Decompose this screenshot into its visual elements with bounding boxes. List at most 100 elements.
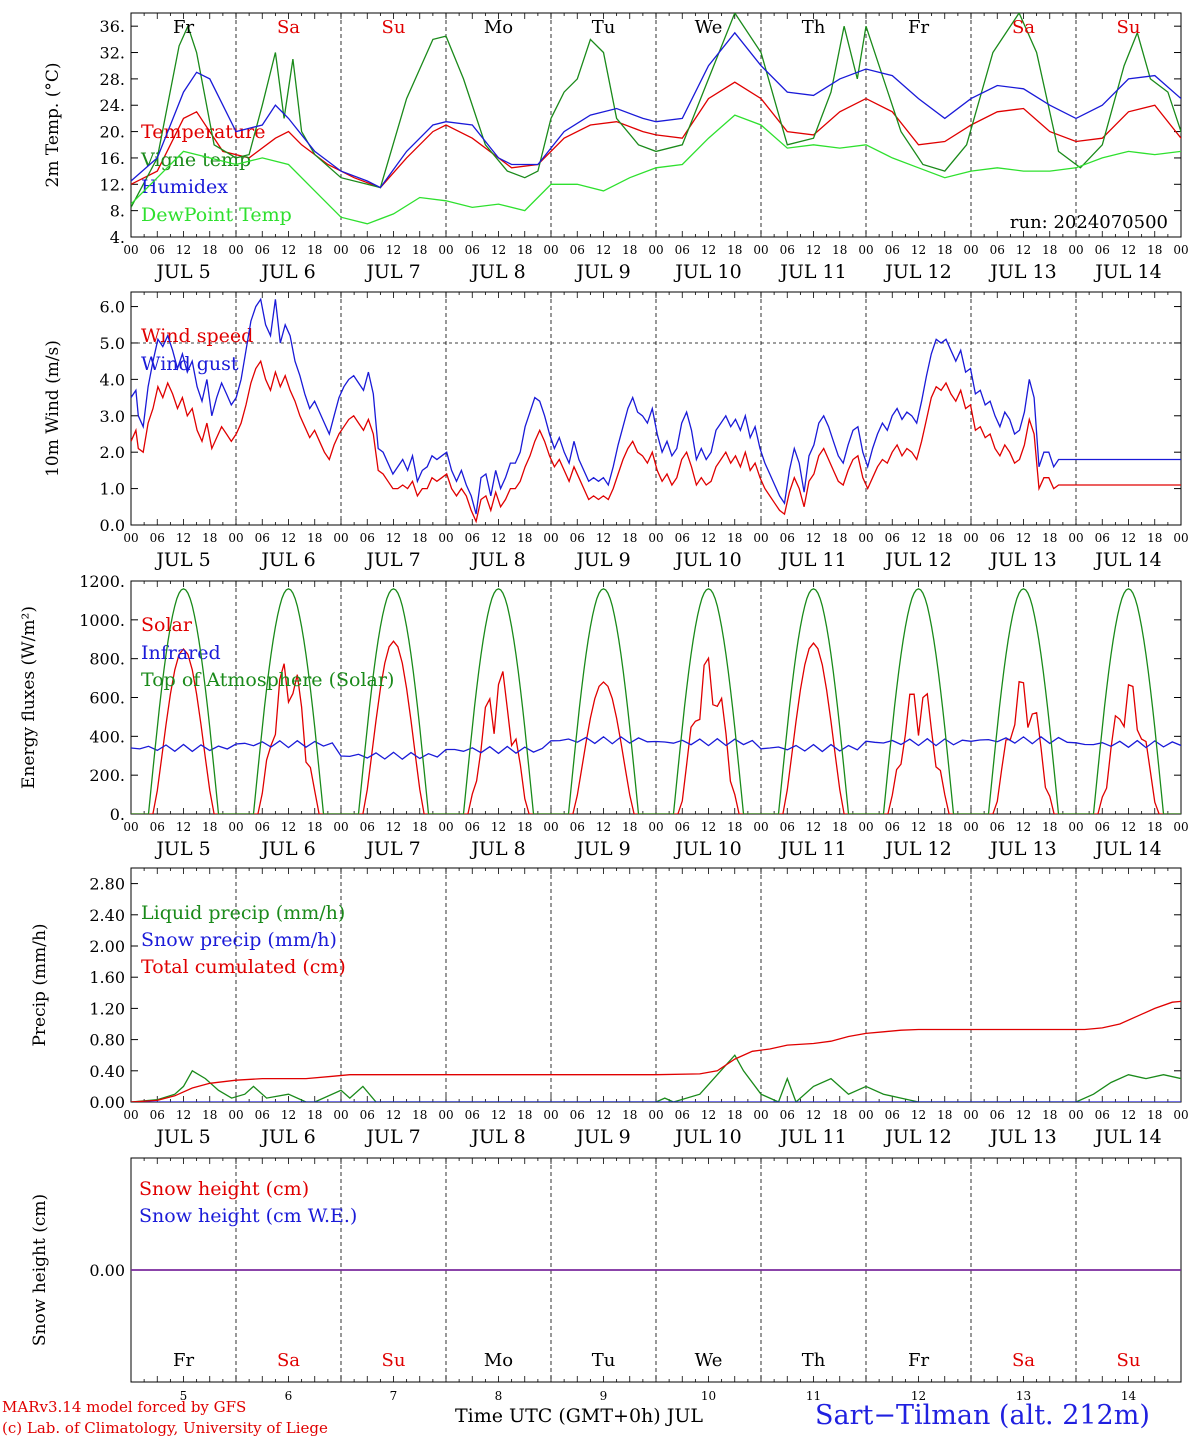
snow-day-number: 5 xyxy=(180,1389,188,1403)
energy-hour-label: 12 xyxy=(281,820,296,834)
temp-hour-label: 12 xyxy=(176,243,191,257)
temp-hour-label: 00 xyxy=(228,243,243,257)
energy-y-tick-label: 600. xyxy=(89,689,125,708)
wind-hour-label: 00 xyxy=(753,531,768,545)
energy-hour-label: 12 xyxy=(701,820,716,834)
precip-hour-label: 00 xyxy=(1173,1108,1188,1122)
temp-hour-label: 18 xyxy=(832,243,847,257)
wind-hour-label: 12 xyxy=(806,531,821,545)
precip-y-tick-label: 1.20 xyxy=(89,999,125,1018)
wind-hour-label: 00 xyxy=(123,531,138,545)
energy-hour-label: 00 xyxy=(228,820,243,834)
wind-hour-label: 06 xyxy=(990,531,1005,545)
precip-day-label: JUL 12 xyxy=(883,1126,951,1148)
precip-hour-label: 12 xyxy=(491,1108,506,1122)
energy-legend-entry: Top of Atmosphere (Solar) xyxy=(141,669,394,691)
wind-y-tick-label: 4.0 xyxy=(100,370,125,389)
wind-hour-label: 18 xyxy=(202,531,217,545)
energy-day-label: JUL 13 xyxy=(988,838,1056,860)
temp-day-label: JUL 6 xyxy=(259,261,315,283)
energy-hour-label: 06 xyxy=(990,820,1005,834)
wind-hour-label: 00 xyxy=(648,531,663,545)
energy-hour-label: 00 xyxy=(438,820,453,834)
snow-day-number: 8 xyxy=(495,1389,503,1403)
precip-hour-label: 12 xyxy=(911,1108,926,1122)
temp-hour-label: 00 xyxy=(438,243,453,257)
precip-y-tick-label: 2.00 xyxy=(89,937,125,956)
temp-hour-label: 00 xyxy=(333,243,348,257)
wind-hour-label: 06 xyxy=(675,531,690,545)
wind-hour-label: 18 xyxy=(1042,531,1057,545)
temp-hour-label: 06 xyxy=(675,243,690,257)
wind-hour-label: 12 xyxy=(911,531,926,545)
temp-weekday-label: Fr xyxy=(908,17,929,38)
precip-hour-label: 18 xyxy=(727,1108,742,1122)
precip-hour-label: 00 xyxy=(543,1108,558,1122)
wind-hour-label: 06 xyxy=(150,531,165,545)
temp-hour-label: 06 xyxy=(465,243,480,257)
energy-series-solar xyxy=(131,640,1181,814)
wind-y-axis-label: 10m Wind (m/s) xyxy=(43,340,63,477)
precip-hour-label: 18 xyxy=(412,1108,427,1122)
snow-day-number: 12 xyxy=(911,1389,926,1403)
wind-hour-label: 00 xyxy=(858,531,873,545)
wind-y-tick-label: 5.0 xyxy=(100,334,125,353)
precip-legend-entry: Liquid precip (mm/h) xyxy=(141,902,345,924)
precip-hour-label: 12 xyxy=(1016,1108,1031,1122)
precip-hour-label: 12 xyxy=(596,1108,611,1122)
precip-legend-entry: Total cumulated (cm) xyxy=(141,956,346,978)
temp-hour-label: 00 xyxy=(123,243,138,257)
energy-hour-label: 06 xyxy=(780,820,795,834)
temp-weekday-label: Mo xyxy=(484,17,513,38)
temp-hour-label: 06 xyxy=(885,243,900,257)
temp-hour-label: 18 xyxy=(1042,243,1057,257)
temp-hour-label: 06 xyxy=(1095,243,1110,257)
temp-hour-label: 18 xyxy=(1147,243,1162,257)
wind-hour-label: 06 xyxy=(360,531,375,545)
snow-y-axis-label: Snow height (cm) xyxy=(30,1194,50,1346)
wind-day-label: JUL 13 xyxy=(988,549,1056,571)
wind-hour-label: 00 xyxy=(333,531,348,545)
temp-weekday-label: Su xyxy=(382,17,406,38)
wind-hour-label: 18 xyxy=(622,531,637,545)
wind-day-label: JUL 14 xyxy=(1093,549,1161,571)
energy-hour-label: 06 xyxy=(255,820,270,834)
precip-y-tick-label: 2.40 xyxy=(89,906,125,925)
temp-day-label: JUL 10 xyxy=(673,261,741,283)
temp-hour-label: 00 xyxy=(648,243,663,257)
wind-hour-label: 06 xyxy=(1095,531,1110,545)
temp-day-label: JUL 12 xyxy=(883,261,951,283)
energy-hour-label: 06 xyxy=(885,820,900,834)
temp-hour-label: 06 xyxy=(150,243,165,257)
energy-hour-label: 00 xyxy=(858,820,873,834)
temp-hour-label: 18 xyxy=(622,243,637,257)
energy-series-infrared xyxy=(131,735,1181,761)
wind-series-wind-speed xyxy=(131,359,1181,524)
temp-legend-entry: Humidex xyxy=(141,176,228,198)
temp-y-tick-label: 36. xyxy=(100,17,125,36)
wind-day-label: JUL 10 xyxy=(673,549,741,571)
energy-hour-label: 00 xyxy=(963,820,978,834)
lab-credit: (c) Lab. of Climatology, University of L… xyxy=(2,1419,328,1437)
precip-day-label: JUL 14 xyxy=(1093,1126,1161,1148)
temp-legend-entry: Temperature xyxy=(141,121,265,143)
energy-hour-label: 18 xyxy=(727,820,742,834)
wind-hour-label: 00 xyxy=(1068,531,1083,545)
temp-series-temperature xyxy=(131,81,1181,189)
temp-weekday-label: Sa xyxy=(277,17,300,38)
wind-legend-entry: Wind speed xyxy=(141,325,253,347)
energy-hour-label: 00 xyxy=(753,820,768,834)
temp-y-tick-label: 4. xyxy=(110,228,125,247)
energy-day-label: JUL 11 xyxy=(778,838,846,860)
precip-hour-label: 12 xyxy=(281,1108,296,1122)
energy-day-label: JUL 14 xyxy=(1093,838,1161,860)
energy-y-tick-label: 0. xyxy=(110,805,125,824)
precip-hour-label: 06 xyxy=(360,1108,375,1122)
temp-y-tick-label: 12. xyxy=(100,175,125,194)
energy-hour-label: 12 xyxy=(386,820,401,834)
energy-day-label: JUL 5 xyxy=(154,838,210,860)
precip-hour-label: 00 xyxy=(123,1108,138,1122)
temp-y-tick-label: 20. xyxy=(100,123,125,142)
temp-day-label: JUL 8 xyxy=(469,261,525,283)
wind-hour-label: 00 xyxy=(543,531,558,545)
